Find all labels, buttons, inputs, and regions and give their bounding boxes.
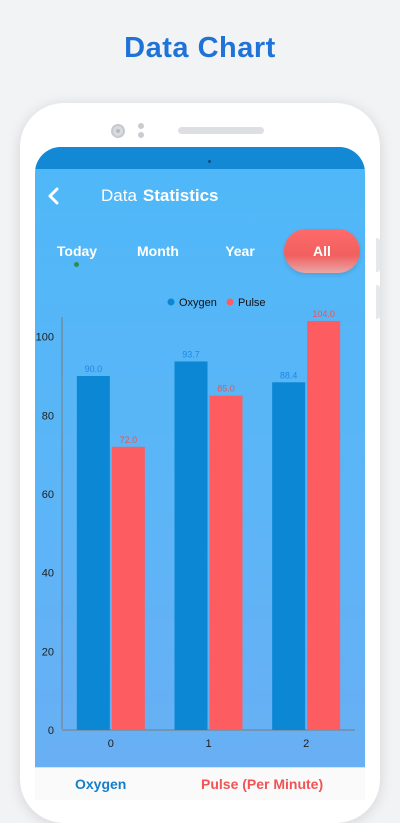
tab-year[interactable]: Year <box>202 229 278 273</box>
data-label-oxygen-0: 90.0 <box>85 364 103 374</box>
legend-label-pulse: Pulse <box>238 297 266 309</box>
bottom-pulse-label[interactable]: Pulse (Per Minute) <box>201 776 324 792</box>
data-labels-group: 90.0 72.0 93.7 85.0 88.4 104.0 <box>85 309 335 445</box>
tab-month[interactable]: Month <box>120 229 196 273</box>
y-tick-label: 40 <box>42 568 54 580</box>
tab-label: All <box>313 243 331 259</box>
x-tick-label: 1 <box>205 738 211 750</box>
today-indicator-dot <box>74 262 79 267</box>
tab-today[interactable]: Today <box>39 229 115 273</box>
promo-title: Data Chart <box>124 32 276 64</box>
speaker-grille <box>178 127 264 134</box>
bar-pulse-2 <box>307 320 341 730</box>
bars-group <box>76 320 341 730</box>
bar-pulse-0 <box>111 446 145 730</box>
tab-label: Year <box>225 243 255 259</box>
legend-label-oxygen: Oxygen <box>179 297 217 309</box>
chart-legend: Oxygen Pulse <box>167 297 266 309</box>
tab-label: Month <box>137 243 179 259</box>
x-tick-label: 2 <box>303 738 309 750</box>
y-tick-label: 0 <box>48 725 54 737</box>
bottom-oxygen-label[interactable]: Oxygen <box>75 776 127 792</box>
volume-button <box>376 238 380 272</box>
page-title-part1: Data <box>101 186 137 205</box>
x-axis-ticks: 0 1 2 <box>108 738 309 750</box>
y-tick-label: 80 <box>42 410 54 422</box>
bar-chart: Oxygen Pulse 0 20 40 60 80 100 0 1 2 90.0 72.0 93… <box>36 297 355 750</box>
tab-label: Today <box>56 243 98 259</box>
y-tick-label: 100 <box>36 332 54 344</box>
camera-icon <box>111 124 125 138</box>
legend-swatch-pulse <box>226 298 234 306</box>
bar-oxygen-2 <box>272 382 306 730</box>
tab-all[interactable]: All <box>284 229 360 273</box>
bottom-legend-bar: Oxygen Pulse (Per Minute) <box>35 767 365 800</box>
legend-swatch-oxygen <box>167 298 175 306</box>
y-tick-label: 20 <box>42 646 54 658</box>
sensor-dot-icon <box>138 132 144 138</box>
sensor-dot-icon <box>138 123 144 129</box>
status-bar <box>35 147 365 169</box>
x-tick-label: 0 <box>108 738 114 750</box>
data-label-oxygen-2: 88.4 <box>280 370 298 380</box>
page-title-part2: Statistics <box>142 186 219 205</box>
data-label-pulse-2: 104.0 <box>312 309 335 319</box>
status-dot-icon <box>208 160 211 163</box>
power-button <box>376 285 380 319</box>
bar-pulse-1 <box>209 395 243 730</box>
data-label-oxygen-1: 93.7 <box>182 349 200 359</box>
data-label-pulse-1: 85.0 <box>217 384 235 394</box>
bar-oxygen-0 <box>76 376 110 730</box>
y-axis-ticks: 0 20 40 60 80 100 <box>36 332 54 737</box>
app-screen: Data Statistics Today Month Year All Oxyg… <box>35 147 365 800</box>
y-tick-label: 60 <box>42 489 54 501</box>
bar-oxygen-1 <box>174 361 208 730</box>
page-title: Data Statistics <box>101 186 219 206</box>
data-label-pulse-0: 72.0 <box>120 435 138 445</box>
chevron-left-icon <box>48 187 59 205</box>
back-button[interactable] <box>42 182 66 210</box>
